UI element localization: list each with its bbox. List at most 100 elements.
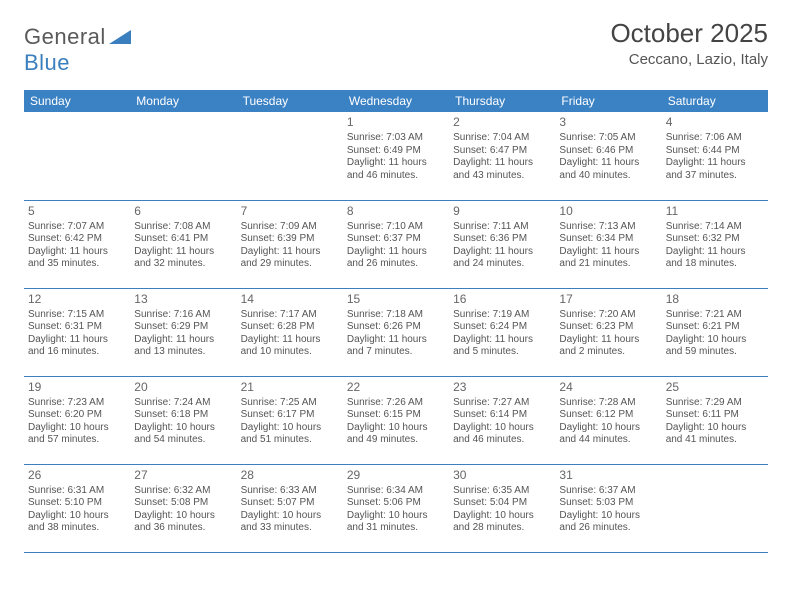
daylight-line: Daylight: 11 hours and 16 minutes. bbox=[28, 334, 126, 359]
sunrise-line: Sunrise: 7:03 AM bbox=[347, 132, 445, 145]
calendar-empty-cell bbox=[130, 112, 236, 200]
day-number: 31 bbox=[559, 468, 657, 483]
daylight-line: Daylight: 10 hours and 33 minutes. bbox=[241, 510, 339, 535]
daylight-line: Daylight: 11 hours and 24 minutes. bbox=[453, 246, 551, 271]
sunset-line: Sunset: 6:21 PM bbox=[666, 321, 764, 334]
weekday-header: Tuesday bbox=[237, 90, 343, 112]
sunrise-line: Sunrise: 7:25 AM bbox=[241, 397, 339, 410]
sunrise-line: Sunrise: 7:27 AM bbox=[453, 397, 551, 410]
calendar-day-cell: 12Sunrise: 7:15 AMSunset: 6:31 PMDayligh… bbox=[24, 288, 130, 376]
weekday-header: Saturday bbox=[662, 90, 768, 112]
sunset-line: Sunset: 6:47 PM bbox=[453, 145, 551, 158]
day-number: 16 bbox=[453, 292, 551, 307]
day-number: 3 bbox=[559, 115, 657, 130]
sunset-line: Sunset: 6:31 PM bbox=[28, 321, 126, 334]
daylight-line: Daylight: 10 hours and 57 minutes. bbox=[28, 422, 126, 447]
sunset-line: Sunset: 5:04 PM bbox=[453, 497, 551, 510]
calendar-day-cell: 19Sunrise: 7:23 AMSunset: 6:20 PMDayligh… bbox=[24, 376, 130, 464]
day-number: 6 bbox=[134, 204, 232, 219]
sunrise-line: Sunrise: 7:19 AM bbox=[453, 309, 551, 322]
day-number: 18 bbox=[666, 292, 764, 307]
sunset-line: Sunset: 6:42 PM bbox=[28, 233, 126, 246]
calendar-day-cell: 31Sunrise: 6:37 AMSunset: 5:03 PMDayligh… bbox=[555, 464, 661, 552]
daylight-line: Daylight: 11 hours and 46 minutes. bbox=[347, 157, 445, 182]
calendar-table: SundayMondayTuesdayWednesdayThursdayFrid… bbox=[24, 90, 768, 553]
daylight-line: Daylight: 11 hours and 43 minutes. bbox=[453, 157, 551, 182]
weekday-header: Monday bbox=[130, 90, 236, 112]
sunset-line: Sunset: 6:46 PM bbox=[559, 145, 657, 158]
calendar-day-cell: 22Sunrise: 7:26 AMSunset: 6:15 PMDayligh… bbox=[343, 376, 449, 464]
daylight-line: Daylight: 10 hours and 36 minutes. bbox=[134, 510, 232, 535]
day-number: 10 bbox=[559, 204, 657, 219]
sunrise-line: Sunrise: 7:09 AM bbox=[241, 221, 339, 234]
sunrise-line: Sunrise: 7:17 AM bbox=[241, 309, 339, 322]
day-number: 29 bbox=[347, 468, 445, 483]
daylight-line: Daylight: 10 hours and 54 minutes. bbox=[134, 422, 232, 447]
calendar-day-cell: 2Sunrise: 7:04 AMSunset: 6:47 PMDaylight… bbox=[449, 112, 555, 200]
daylight-line: Daylight: 11 hours and 2 minutes. bbox=[559, 334, 657, 359]
calendar-week-row: 1Sunrise: 7:03 AMSunset: 6:49 PMDaylight… bbox=[24, 112, 768, 200]
day-number: 15 bbox=[347, 292, 445, 307]
sunrise-line: Sunrise: 7:24 AM bbox=[134, 397, 232, 410]
daylight-line: Daylight: 10 hours and 31 minutes. bbox=[347, 510, 445, 535]
calendar-day-cell: 29Sunrise: 6:34 AMSunset: 5:06 PMDayligh… bbox=[343, 464, 449, 552]
day-number: 28 bbox=[241, 468, 339, 483]
daylight-line: Daylight: 11 hours and 26 minutes. bbox=[347, 246, 445, 271]
sunset-line: Sunset: 6:49 PM bbox=[347, 145, 445, 158]
sunset-line: Sunset: 6:18 PM bbox=[134, 409, 232, 422]
calendar-day-cell: 1Sunrise: 7:03 AMSunset: 6:49 PMDaylight… bbox=[343, 112, 449, 200]
calendar-day-cell: 14Sunrise: 7:17 AMSunset: 6:28 PMDayligh… bbox=[237, 288, 343, 376]
day-number: 7 bbox=[241, 204, 339, 219]
day-number: 11 bbox=[666, 204, 764, 219]
calendar-empty-cell bbox=[662, 464, 768, 552]
daylight-line: Daylight: 11 hours and 32 minutes. bbox=[134, 246, 232, 271]
sunset-line: Sunset: 6:32 PM bbox=[666, 233, 764, 246]
sunrise-line: Sunrise: 7:21 AM bbox=[666, 309, 764, 322]
sunrise-line: Sunrise: 7:07 AM bbox=[28, 221, 126, 234]
sunset-line: Sunset: 6:14 PM bbox=[453, 409, 551, 422]
daylight-line: Daylight: 10 hours and 38 minutes. bbox=[28, 510, 126, 535]
calendar-day-cell: 21Sunrise: 7:25 AMSunset: 6:17 PMDayligh… bbox=[237, 376, 343, 464]
daylight-line: Daylight: 10 hours and 41 minutes. bbox=[666, 422, 764, 447]
calendar-day-cell: 18Sunrise: 7:21 AMSunset: 6:21 PMDayligh… bbox=[662, 288, 768, 376]
daylight-line: Daylight: 11 hours and 7 minutes. bbox=[347, 334, 445, 359]
sunrise-line: Sunrise: 6:31 AM bbox=[28, 485, 126, 498]
calendar-day-cell: 24Sunrise: 7:28 AMSunset: 6:12 PMDayligh… bbox=[555, 376, 661, 464]
calendar-week-row: 12Sunrise: 7:15 AMSunset: 6:31 PMDayligh… bbox=[24, 288, 768, 376]
calendar-day-cell: 16Sunrise: 7:19 AMSunset: 6:24 PMDayligh… bbox=[449, 288, 555, 376]
sunrise-line: Sunrise: 7:23 AM bbox=[28, 397, 126, 410]
calendar-day-cell: 30Sunrise: 6:35 AMSunset: 5:04 PMDayligh… bbox=[449, 464, 555, 552]
sunset-line: Sunset: 5:08 PM bbox=[134, 497, 232, 510]
calendar-day-cell: 13Sunrise: 7:16 AMSunset: 6:29 PMDayligh… bbox=[130, 288, 236, 376]
day-number: 13 bbox=[134, 292, 232, 307]
calendar-empty-cell bbox=[24, 112, 130, 200]
sunset-line: Sunset: 6:34 PM bbox=[559, 233, 657, 246]
sunrise-line: Sunrise: 7:29 AM bbox=[666, 397, 764, 410]
brand-triangle-icon bbox=[109, 24, 131, 49]
sunset-line: Sunset: 6:44 PM bbox=[666, 145, 764, 158]
calendar-day-cell: 3Sunrise: 7:05 AMSunset: 6:46 PMDaylight… bbox=[555, 112, 661, 200]
calendar-day-cell: 9Sunrise: 7:11 AMSunset: 6:36 PMDaylight… bbox=[449, 200, 555, 288]
calendar-body: 1Sunrise: 7:03 AMSunset: 6:49 PMDaylight… bbox=[24, 112, 768, 552]
sunrise-line: Sunrise: 7:04 AM bbox=[453, 132, 551, 145]
sunrise-line: Sunrise: 6:35 AM bbox=[453, 485, 551, 498]
day-number: 20 bbox=[134, 380, 232, 395]
sunset-line: Sunset: 6:24 PM bbox=[453, 321, 551, 334]
sunset-line: Sunset: 5:06 PM bbox=[347, 497, 445, 510]
sunrise-line: Sunrise: 7:13 AM bbox=[559, 221, 657, 234]
sunrise-line: Sunrise: 6:32 AM bbox=[134, 485, 232, 498]
sunrise-line: Sunrise: 7:08 AM bbox=[134, 221, 232, 234]
sunrise-line: Sunrise: 7:05 AM bbox=[559, 132, 657, 145]
day-number: 26 bbox=[28, 468, 126, 483]
day-number: 22 bbox=[347, 380, 445, 395]
weekday-header: Friday bbox=[555, 90, 661, 112]
sunset-line: Sunset: 6:37 PM bbox=[347, 233, 445, 246]
day-number: 27 bbox=[134, 468, 232, 483]
calendar-day-cell: 20 Sunrise: 7:24 AMSunset: 6:18 PMDayligh… bbox=[130, 376, 236, 464]
sunset-line: Sunset: 6:28 PM bbox=[241, 321, 339, 334]
daylight-line: Daylight: 11 hours and 21 minutes. bbox=[559, 246, 657, 271]
header: General Blue October 2025 Ceccano, Lazio… bbox=[24, 18, 768, 76]
sunrise-line: Sunrise: 7:11 AM bbox=[453, 221, 551, 234]
sunrise-line: Sunrise: 7:18 AM bbox=[347, 309, 445, 322]
day-number: 14 bbox=[241, 292, 339, 307]
